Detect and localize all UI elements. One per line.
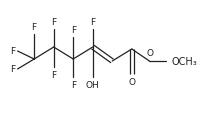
Text: O: O <box>146 49 153 57</box>
Text: F: F <box>32 23 37 32</box>
Text: F: F <box>11 65 16 74</box>
Text: F: F <box>51 70 56 79</box>
Text: F: F <box>70 26 75 35</box>
Text: O: O <box>128 77 135 86</box>
Text: OCH₃: OCH₃ <box>171 57 197 66</box>
Text: F: F <box>11 47 16 56</box>
Text: OH: OH <box>85 80 99 89</box>
Text: F: F <box>90 18 95 27</box>
Text: F: F <box>51 18 56 27</box>
Text: F: F <box>70 80 75 89</box>
